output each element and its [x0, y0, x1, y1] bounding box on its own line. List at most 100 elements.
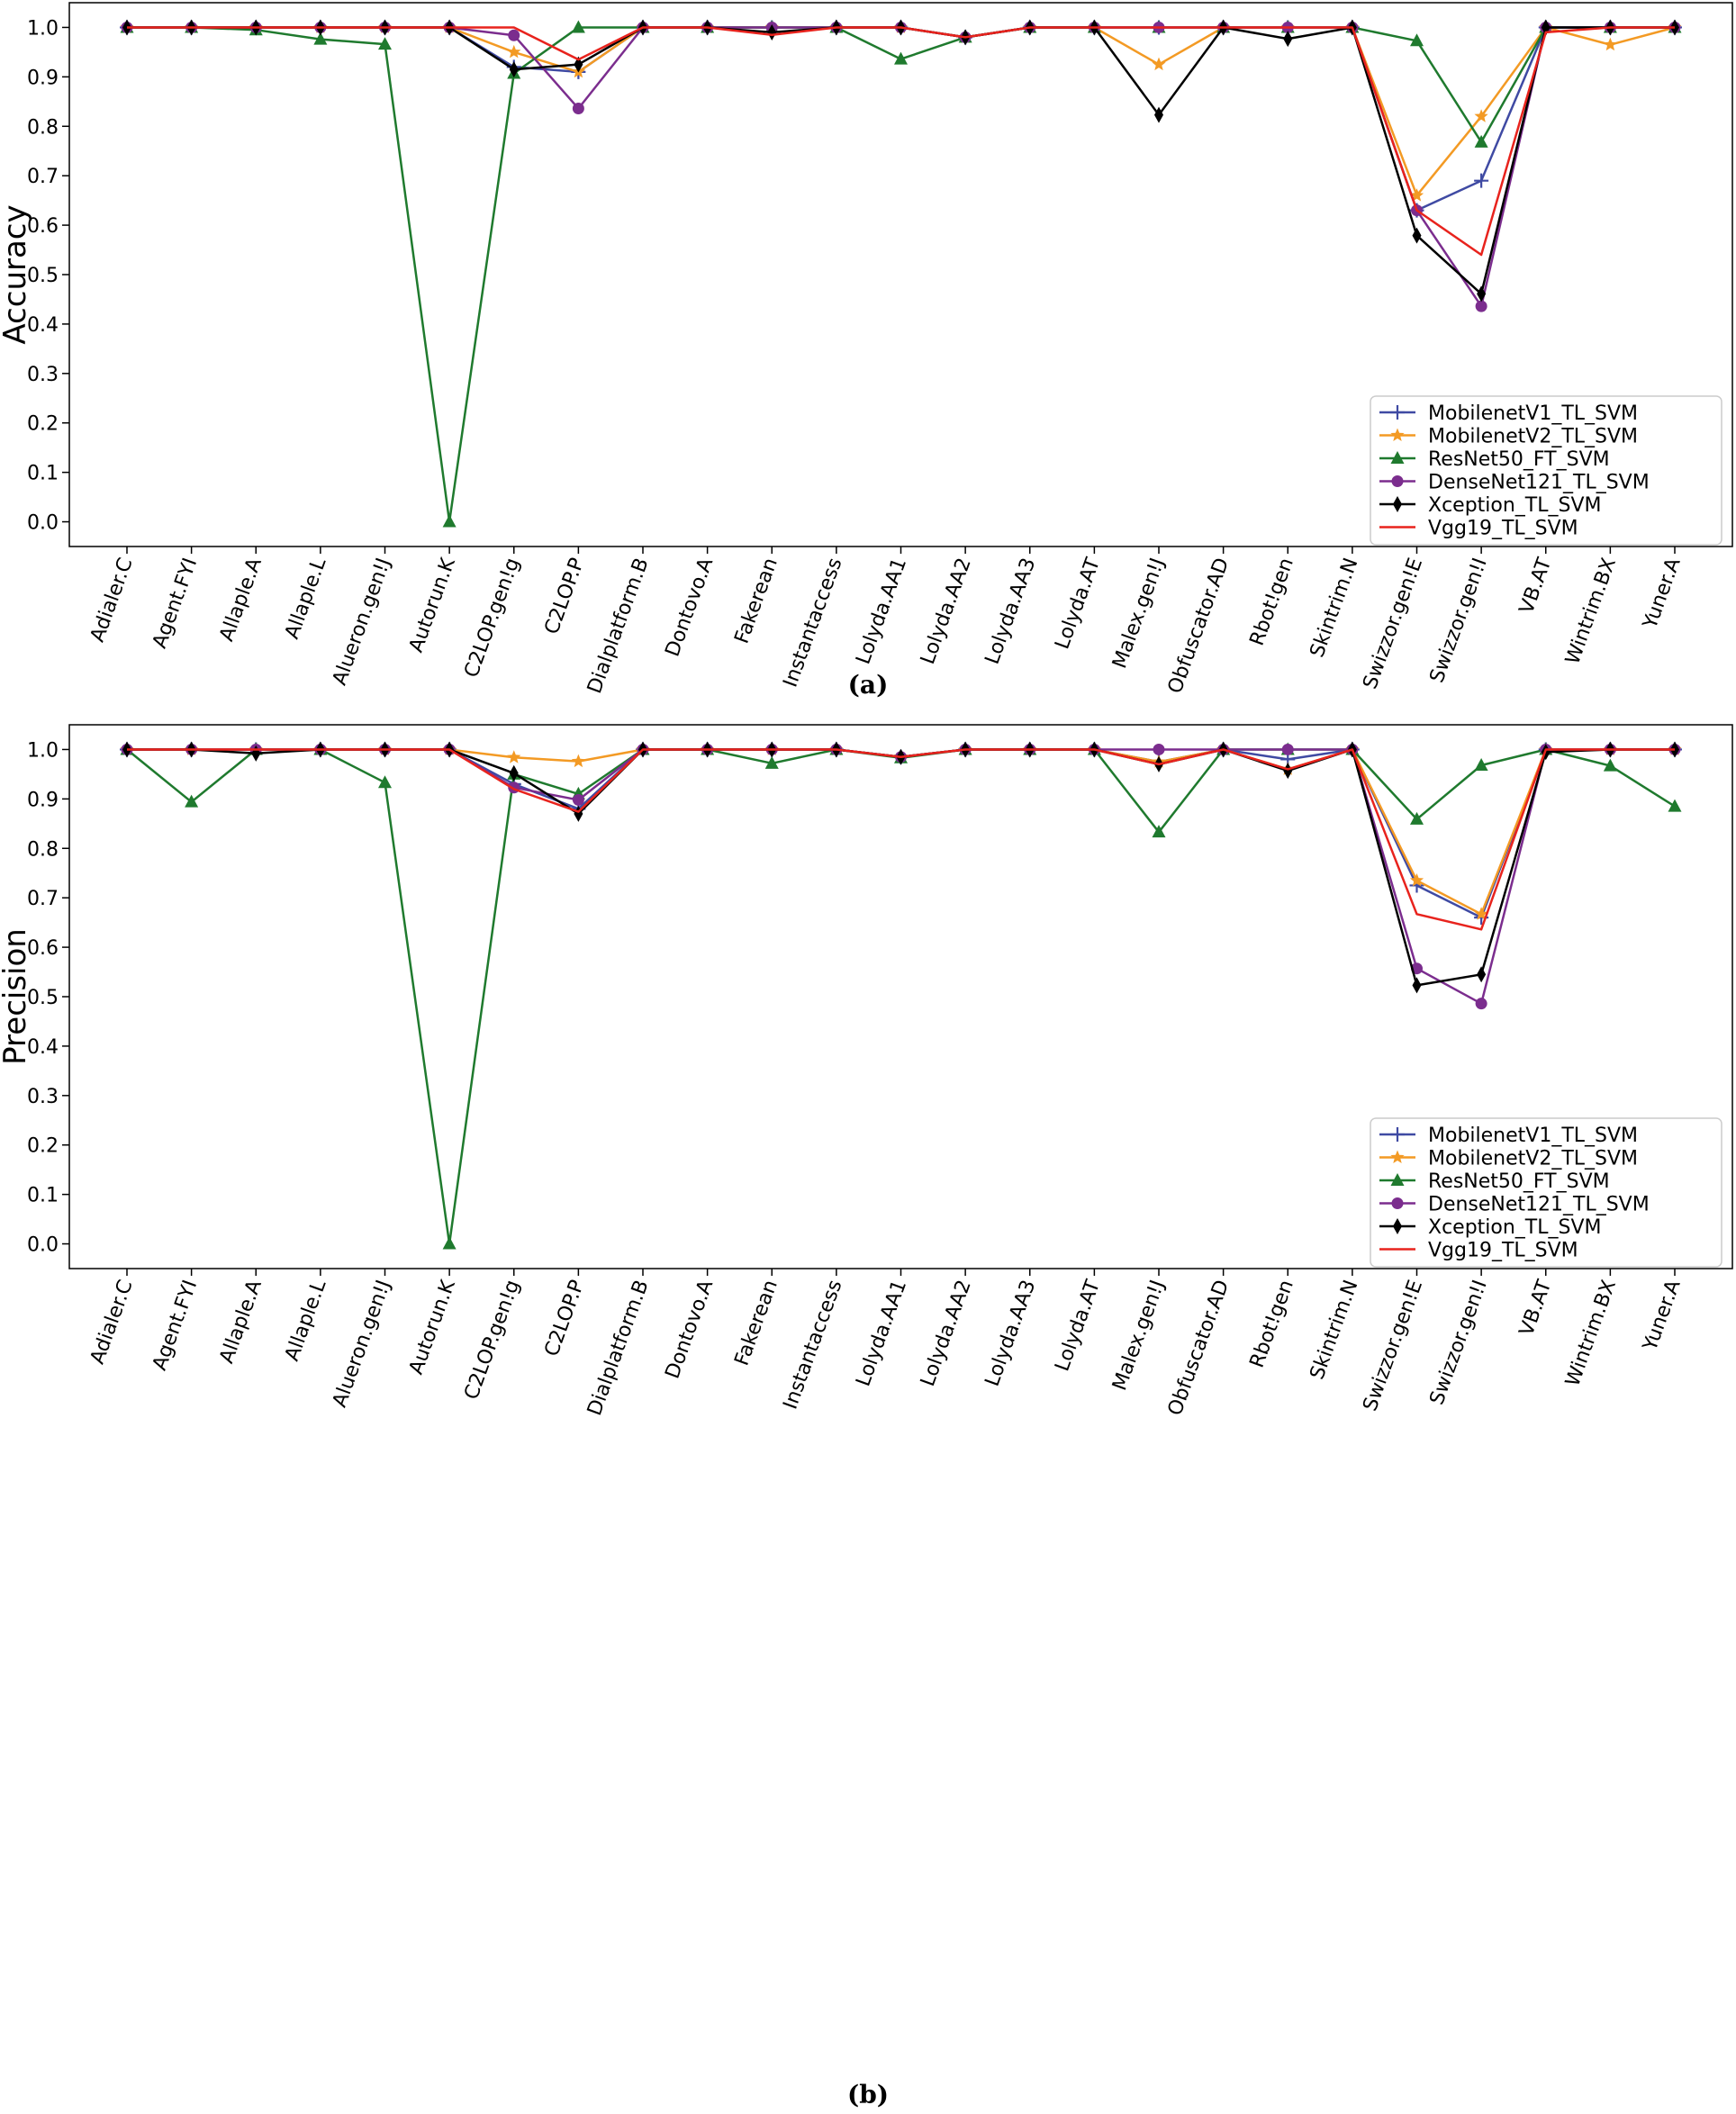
x-tick-label: Allaple.L	[281, 1277, 331, 1364]
x-tick-label: Dontovo.A	[662, 556, 719, 660]
legend-marker	[1390, 428, 1405, 441]
y-tick-label: 0.0	[27, 512, 59, 535]
data-point	[1283, 763, 1293, 780]
series-line	[127, 26, 1675, 308]
data-point	[1474, 173, 1489, 188]
data-point	[1152, 825, 1166, 838]
series-Vgg19_TL_SVM	[127, 26, 1675, 257]
series-line	[127, 748, 1675, 987]
y-tick-label: 1.0	[27, 17, 59, 40]
data-point	[507, 44, 521, 59]
legend-label: MobilenetV2_TL_SVM	[1428, 1148, 1638, 1170]
data-point	[1477, 966, 1487, 983]
x-tick-label: C2LOP.gen!g	[460, 1278, 524, 1403]
legend-label: Vgg19_TL_SVM	[1428, 1240, 1578, 1262]
data-point	[572, 793, 584, 806]
x-tick-label: Rbot!gen	[1246, 1278, 1298, 1371]
data-point	[572, 103, 584, 115]
legend-label: DenseNet121_TL_SVM	[1428, 472, 1650, 494]
series-line	[127, 748, 1675, 916]
x-tick-label: C2LOP.P	[540, 556, 589, 637]
series-line	[127, 748, 1675, 931]
legend-box	[1370, 395, 1722, 546]
x-tick-label: Skintrim.N	[1307, 1278, 1363, 1383]
legend-marker	[1393, 1218, 1402, 1234]
x-tick-label: Obfuscator.AD	[1164, 556, 1234, 697]
legend-marker	[1390, 1173, 1405, 1186]
x-tick-label: Adialer.C	[86, 556, 138, 646]
x-tick-label: Allaple.A	[215, 556, 266, 645]
x-tick-label: Swizzor.gen!E	[1359, 1278, 1427, 1414]
series-Xception_TL_SVM	[122, 741, 1679, 994]
x-tick-label: Agent.FYI	[149, 556, 202, 652]
series-Vgg19_TL_SVM	[127, 748, 1675, 931]
data-point	[1409, 188, 1424, 202]
data-point	[509, 61, 519, 78]
data-point	[1153, 743, 1165, 755]
legend-label: MobilenetV2_TL_SVM	[1428, 426, 1638, 448]
x-tick-label: Autorun.K	[405, 555, 460, 655]
legend-marker	[1393, 496, 1402, 512]
data-point	[894, 51, 908, 65]
x-tick-label: Fakerean	[730, 556, 782, 647]
x-tick-label: Rbot!gen	[1246, 556, 1298, 649]
legend-label: ResNet50_FT_SVM	[1428, 1170, 1610, 1193]
x-tick-label: Autorun.K	[405, 1277, 460, 1378]
y-tick-label: 0.1	[27, 463, 59, 485]
y-tick-label: 0.9	[27, 67, 59, 89]
y-tick-label: 0.7	[27, 888, 59, 910]
x-tick-label: Lolyda.AT	[1051, 1277, 1105, 1374]
y-tick-label: 0.1	[27, 1185, 59, 1207]
y-tick-label: 0.5	[27, 265, 59, 287]
x-tick-label: Allaple.A	[215, 1278, 266, 1367]
y-tick-label: 0.8	[27, 838, 59, 861]
data-point	[1603, 37, 1617, 51]
data-point	[442, 1236, 457, 1250]
legend-label: ResNet50_FT_SVM	[1428, 448, 1610, 471]
y-tick-label: 0.4	[27, 1036, 59, 1059]
x-tick-label: C2LOP.gen!g	[460, 556, 524, 681]
x-tick-label: Lolyda.AA2	[917, 556, 976, 668]
legend-marker	[1390, 1127, 1405, 1142]
y-tick-label: 0.6	[27, 937, 59, 960]
data-point	[571, 20, 585, 33]
legend-marker	[1390, 451, 1405, 464]
series-MobilenetV2_TL_SVM	[120, 742, 1682, 920]
series-MobilenetV1_TL_SVM	[120, 20, 1682, 218]
data-point	[1410, 811, 1424, 825]
y-tick-label: 1.0	[27, 739, 59, 762]
x-tick-label: Swizzor.gen!I	[1426, 556, 1492, 686]
legend-box	[1370, 1117, 1722, 1268]
x-tick-label: Wintrim.BX	[1561, 1278, 1621, 1390]
x-tick-label: VB.AT	[1515, 1277, 1557, 1339]
x-tick-label: Lolyda.AA3	[981, 1278, 1041, 1390]
x-tick-label: Instantaccess	[779, 1278, 846, 1413]
data-point	[442, 514, 457, 528]
legend-marker	[1391, 1197, 1404, 1209]
x-tick-label: Instantaccess	[779, 556, 846, 691]
data-point	[1474, 109, 1488, 122]
x-tick-label: Lolyda.AA1	[852, 1278, 911, 1390]
x-tick-label: Lolyda.AA2	[917, 1278, 976, 1390]
x-tick-label: Allaple.L	[281, 555, 331, 642]
x-tick-label: Alueron.gen!J	[329, 556, 395, 689]
legend-marker	[1391, 475, 1404, 487]
data-point	[764, 755, 779, 769]
y-tick-label: 0.6	[27, 215, 59, 238]
data-point	[1154, 106, 1163, 123]
x-tick-label: Lolyda.AT	[1051, 555, 1105, 652]
chart-accuracy: 0.0 0.1 0.2 0.3 0.4 0.5 0.6 0.7 0.8 0.9 1.0 Adialer…	[0, 2, 1733, 700]
legend-label: Vgg19_TL_SVM	[1428, 518, 1578, 540]
data-point	[507, 750, 521, 763]
x-tick-label: Malex.gen!J	[1108, 1278, 1169, 1394]
data-point	[1475, 300, 1487, 312]
legend-marker	[1390, 405, 1405, 420]
y-tick-label: 0.4	[27, 314, 59, 337]
y-tick-label: 0.2	[27, 413, 59, 436]
x-tick-label: Yuner.A	[1639, 556, 1686, 633]
x-tick-label: Wintrim.BX	[1561, 556, 1621, 668]
data-point	[378, 37, 392, 50]
data-point	[571, 754, 585, 768]
y-tick-label: 0.3	[27, 364, 59, 386]
